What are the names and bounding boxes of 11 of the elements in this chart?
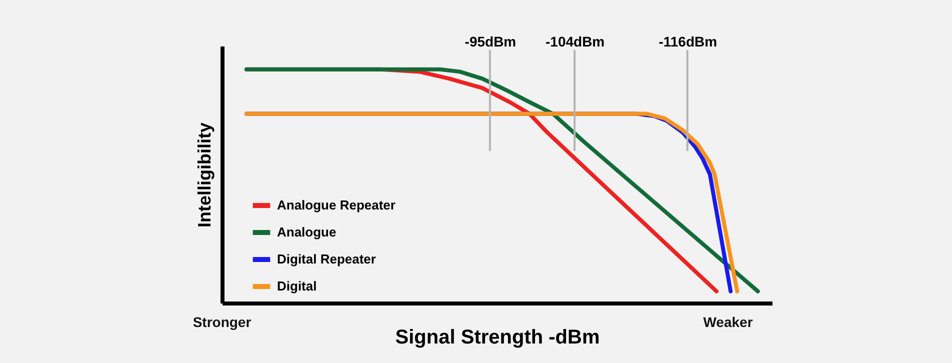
x-tick-label: -104dBm bbox=[545, 34, 605, 50]
y-axis-title: Intelligibility bbox=[194, 122, 214, 228]
legend-label: Digital Repeater bbox=[277, 252, 376, 266]
text: Stronger bbox=[192, 314, 252, 330]
x-tick-label: -95dBm bbox=[464, 34, 516, 50]
x-axis-title: Signal Strength -dBm bbox=[395, 326, 600, 348]
legend-label: Analogue Repeater bbox=[277, 198, 396, 212]
legend-label: Analogue bbox=[277, 224, 336, 240]
x-tick-label: -116dBm bbox=[658, 34, 718, 50]
text: Weaker bbox=[703, 314, 754, 330]
legend-label: Digital bbox=[277, 278, 317, 294]
